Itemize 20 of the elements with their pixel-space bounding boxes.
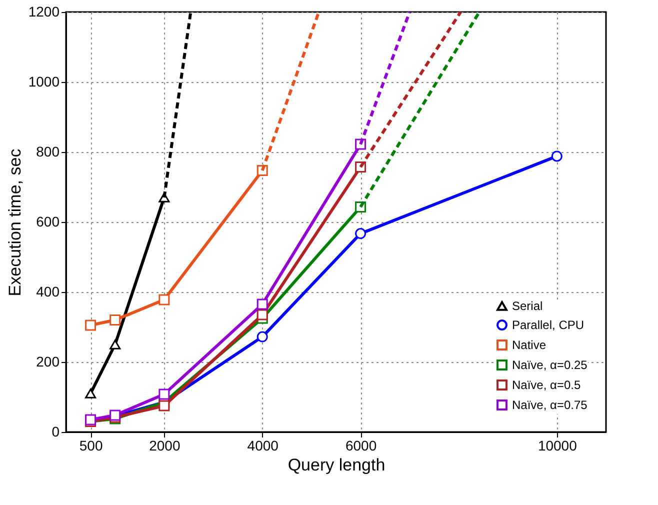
y-tick-label: 1200 <box>28 4 60 20</box>
legend-label: Serial <box>512 299 543 313</box>
x-tick-label: 500 <box>79 438 103 454</box>
legend-label: Parallel, CPU <box>512 318 584 332</box>
legend-label: Naïve, α=0.25 <box>512 358 588 372</box>
x-tick-label: 10000 <box>538 438 578 454</box>
y-tick-label: 800 <box>36 144 60 160</box>
y-tick-label: 200 <box>36 354 60 370</box>
y-tick-label: 1000 <box>28 74 60 90</box>
x-tick-label: 4000 <box>247 438 279 454</box>
y-tick-label: 400 <box>36 284 60 300</box>
legend-label: Native <box>512 338 546 352</box>
y-tick-label: 600 <box>36 214 60 230</box>
x-axis-title: Query length <box>288 456 386 474</box>
y-axis-title: Execution time, sec <box>5 148 24 296</box>
legend-label: Naïve, α=0.5 <box>512 378 581 392</box>
legend-label: Naïve, α=0.75 <box>512 398 588 412</box>
x-tick-label: 2000 <box>149 438 180 454</box>
y-tick-label: 0 <box>52 424 60 440</box>
x-tick-label: 6000 <box>345 438 377 454</box>
